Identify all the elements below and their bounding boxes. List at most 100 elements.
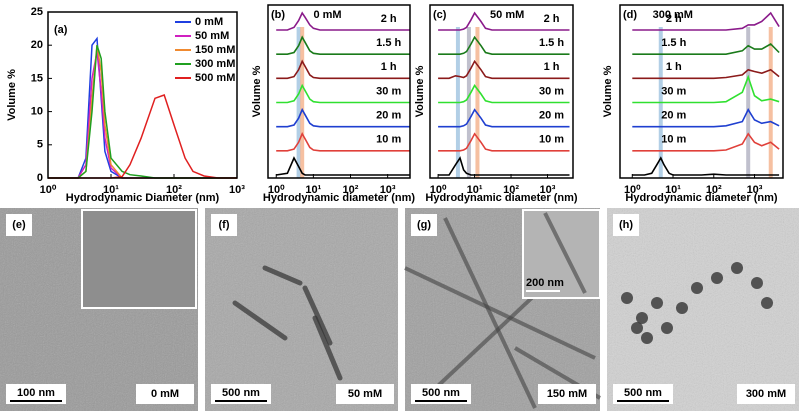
legend-label: 0 mM — [195, 16, 223, 28]
condition-label: 50 mM — [348, 388, 382, 400]
label-box — [613, 214, 639, 236]
x-tick-label: 10³ — [229, 184, 245, 196]
x-tick-label: 10¹ — [305, 184, 321, 196]
legend-label: 500 mM — [195, 72, 235, 84]
plot-frame — [47, 11, 238, 179]
y-tick-label: 5 — [37, 139, 43, 151]
y-tick-label: 25 — [31, 6, 43, 18]
inset — [81, 209, 197, 309]
aggregate — [661, 322, 673, 334]
micrograph: (h) 500 nm 300 mM — [607, 208, 799, 411]
condition-box — [336, 384, 394, 404]
micrograph-noise — [205, 208, 398, 411]
series-label: 10 m — [376, 134, 401, 146]
scale-label-box — [6, 384, 66, 404]
aggregate — [651, 297, 663, 309]
waterfall-curve — [276, 107, 410, 128]
series-label: 1 h — [544, 61, 560, 73]
legend-label: 50 mM — [195, 30, 229, 42]
x-axis-label: Hydrodynamic diameter (nm) — [263, 192, 416, 204]
panel-label: (f) — [219, 219, 230, 231]
aggregate — [621, 292, 633, 304]
y-axis-label: Volume % — [251, 65, 263, 117]
series-label: 10 m — [539, 134, 564, 146]
scale-label: 100 nm — [17, 387, 55, 399]
series-label: 10 m — [661, 134, 686, 146]
plot-frame — [429, 4, 574, 179]
fiber — [262, 265, 303, 286]
waterfall-curve — [632, 156, 780, 176]
y-tick-label: 10 — [31, 106, 43, 118]
waterfall-curve — [276, 11, 410, 31]
panel: 10⁰ 10¹ 10² 10³ Hydrodynamic Diameter (nm) Vo… — [6, 6, 245, 204]
waterfall-curve — [276, 156, 410, 176]
label-box — [411, 214, 437, 236]
micrograph-noise — [607, 208, 799, 411]
plot-frame — [267, 4, 411, 179]
aggregate — [676, 302, 688, 314]
series-label: 1.5 h — [539, 37, 564, 49]
condition-label: 300 mM — [746, 388, 786, 400]
y-axis-label: Volume % — [602, 65, 614, 117]
series-label: 20 m — [376, 110, 401, 122]
waterfall-curve — [632, 132, 780, 152]
series-label: 30 m — [539, 85, 564, 97]
fiber — [312, 315, 343, 381]
x-tick-label: 10³ — [380, 184, 396, 196]
aggregate — [631, 322, 643, 334]
waterfall-curve — [438, 59, 570, 80]
condition-box — [538, 384, 596, 404]
x-tick-label: 10² — [166, 184, 182, 196]
aggregate — [636, 312, 648, 324]
inset-fiber — [543, 212, 587, 294]
micrograph: (e) 100 nm 0 mM — [0, 208, 198, 411]
x-tick-label: 10⁰ — [40, 184, 57, 196]
series-label: 2 h — [544, 13, 560, 25]
aggregate — [691, 282, 703, 294]
series-label: 1 h — [381, 61, 397, 73]
x-tick-label: 10¹ — [467, 184, 483, 196]
y-tick-label: 20 — [31, 39, 43, 51]
waterfall-curve — [276, 131, 410, 152]
series-label: 30 m — [376, 85, 401, 97]
x-tick-label: 10¹ — [103, 184, 119, 196]
x-axis-label: Hydrodynamic Diameter (nm) — [66, 192, 220, 204]
panel-label: (g) — [417, 219, 431, 231]
scale-label-box — [411, 384, 471, 404]
line-series — [48, 51, 237, 179]
y-axis-label: Volume % — [6, 69, 18, 121]
aggregate — [731, 262, 743, 274]
x-tick-label: 10³ — [747, 184, 763, 196]
x-tick-label: 10² — [343, 184, 359, 196]
micrograph: (f) 500 nm 50 mM — [205, 208, 398, 411]
aggregate — [761, 297, 773, 309]
plot-frame — [619, 4, 784, 179]
scale-label-box — [211, 384, 271, 404]
inset-scale-label: 200 nm — [526, 277, 564, 289]
waterfall-curve — [276, 35, 410, 55]
aggregate — [641, 332, 653, 344]
x-tick-label: 10² — [503, 184, 519, 196]
waterfall-curve — [276, 83, 410, 104]
panel-label: (d) — [623, 9, 637, 21]
scale-label: 500 nm — [624, 387, 662, 399]
waterfall-curve — [438, 108, 570, 128]
panel-label: (c) — [433, 9, 447, 21]
annotation: 0 mM — [313, 9, 341, 21]
waterfall-curve — [438, 11, 570, 31]
x-tick-label: 10⁰ — [430, 184, 447, 196]
condition-box — [136, 384, 194, 404]
y-axis-label: Volume % — [414, 65, 426, 117]
series-label: 30 m — [661, 85, 686, 97]
fiber — [232, 300, 288, 341]
label-box — [6, 214, 32, 236]
legend-label: 300 mM — [195, 58, 235, 70]
series-label: 2 h — [666, 13, 682, 25]
x-tick-label: 10⁰ — [624, 184, 641, 196]
inset — [522, 209, 601, 299]
waterfall-curve — [632, 74, 780, 104]
